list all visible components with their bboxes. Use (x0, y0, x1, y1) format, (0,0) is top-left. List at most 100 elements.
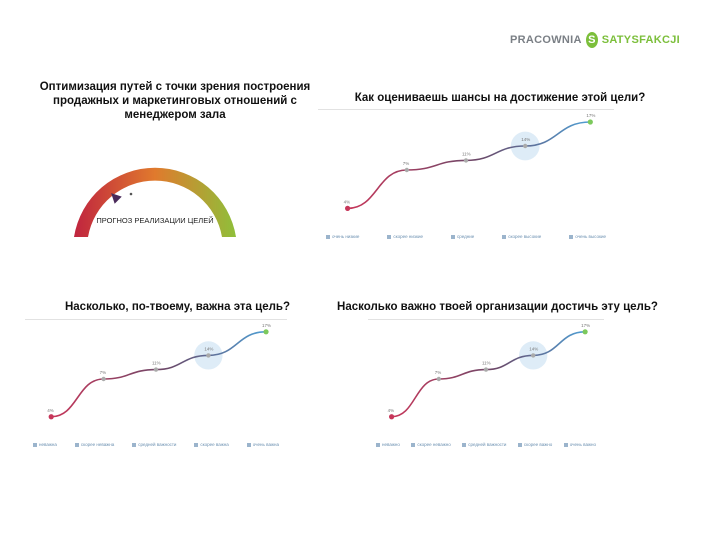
legend-label: неважна (39, 442, 57, 447)
curve-point (153, 367, 159, 372)
legend-label: средние (456, 234, 475, 239)
legend-swatch (569, 234, 574, 239)
curve-point (587, 119, 593, 125)
legend-label: скорее важна (200, 442, 229, 447)
legend-swatch (246, 442, 251, 447)
legend-label: скорее высокие (508, 234, 542, 239)
curve-point (206, 353, 211, 358)
curve-point (582, 329, 588, 335)
legend-label: скорее неважна (80, 442, 115, 447)
curve-point (463, 158, 469, 163)
curve-point-label: 17% (262, 323, 271, 328)
curve-point-label: 14% (204, 346, 213, 351)
curve-line (51, 331, 267, 418)
legend-label: скорее низкие (393, 234, 423, 239)
legend-swatch (411, 442, 416, 447)
legend-label: неважно (382, 442, 400, 447)
legend-swatch (450, 234, 455, 239)
legend-swatch (502, 234, 507, 239)
brand-word-1: PRACOWNIA (510, 34, 582, 46)
gauge-pivot-dot (129, 192, 133, 196)
curve-point (523, 143, 528, 149)
curve-point-label: 14% (521, 137, 530, 142)
curve-point-label: 4% (47, 408, 54, 413)
legend-item: скорее важно (517, 442, 553, 447)
importance-org-title: Насколько важно твоей организации достич… (337, 301, 658, 313)
curve-point (389, 414, 395, 420)
importance-org-curve: 4% 7% 11% 14% 17% (388, 323, 590, 420)
importance-you-title: Насколько, по-твоему, важна эта цель? (64, 301, 291, 313)
legend-item: неважно (376, 442, 400, 447)
legend-swatch (517, 442, 522, 447)
gauge-arc (74, 167, 236, 237)
legend-label: средней важности (468, 442, 507, 447)
legend-item: скорее высокие (502, 234, 541, 239)
legend-item: очень важна (246, 442, 279, 447)
curve-point-label: 7% (100, 370, 107, 375)
legend-item: средней важности (132, 442, 176, 447)
curve-point-label: 4% (388, 408, 395, 413)
legend-label: очень важно (569, 442, 596, 447)
legend-swatch (462, 442, 467, 447)
legend-swatch (387, 234, 392, 239)
legend-item: скорее неважно (411, 442, 451, 447)
legend-swatch (194, 442, 199, 447)
legend-item: скорее низкие (387, 234, 423, 239)
importance-you-legend: неважна скорее неважна средней важности … (25, 442, 287, 447)
brand-word-2: SATYSFAKCJI (601, 34, 680, 46)
curve-point-label: 11% (462, 151, 471, 156)
curve-point-label: 11% (482, 361, 491, 366)
curve-point (483, 367, 489, 372)
legend-item: средние (450, 234, 475, 239)
curve-point-label: 7% (403, 161, 410, 166)
legend-label: очень низкие (332, 234, 360, 239)
curve-point (436, 376, 441, 382)
curve-point-label: 14% (529, 346, 538, 351)
legend-item: очень высокие (569, 234, 606, 239)
legend-swatch (326, 234, 330, 239)
chances-curve: 4% 7% 11% 14% 17% (344, 113, 595, 211)
gauge-zone-mid: средний (143, 142, 168, 150)
legend-item: средней важности (462, 442, 506, 447)
legend-item: скорее важна (194, 442, 229, 447)
curve-line (391, 331, 586, 418)
legend-item: скорее неважна (74, 442, 115, 447)
legend-label: очень высокие (575, 234, 606, 239)
importance-org-panel: 4% 7% 11% 14% 17% неважно скорее неважно сре… (368, 319, 604, 458)
curve-line (347, 121, 591, 210)
legend-label: средней важности (138, 442, 177, 447)
brand-mark-letter: S (588, 33, 596, 46)
legend-item: неважна (33, 442, 57, 447)
curve-point-label: 7% (435, 370, 442, 375)
curve-point-label: 11% (152, 361, 161, 366)
curve-point-label: 4% (344, 199, 351, 204)
chances-title: Как оцениваешь шансы на достижение этой … (354, 92, 646, 104)
importance-org-legend: неважно скорее неважно средней важности … (368, 442, 604, 447)
legend-swatch (74, 442, 79, 447)
curve-point (404, 167, 409, 173)
brand-logo: PRACOWNIA S SATYSFAKCJI (510, 30, 680, 50)
curve-point (263, 329, 269, 335)
legend-swatch (376, 442, 380, 447)
gauge-title: Оптимизация путей с точки зрения построе… (39, 81, 311, 121)
importance-you-curve: 4% 7% 11% 14% 17% (47, 323, 271, 420)
gauge-label: ПРОГНОЗ РЕАЛИЗАЦИИ ЦЕЛЕЙ (96, 216, 214, 225)
chances-panel: 4% 7% 11% 14% 17% очень низкие скорее низкие… (318, 109, 614, 252)
legend-item: очень важно (563, 442, 596, 447)
legend-label: скорее неважно (417, 442, 451, 447)
curve-point-label: 17% (586, 113, 595, 118)
curve-point (48, 414, 54, 420)
curve-point (101, 376, 106, 382)
chances-legend: очень низкие скорее низкие средние скоре… (318, 234, 614, 239)
curve-point-label: 17% (581, 323, 590, 328)
legend-item: очень низкие (326, 234, 359, 239)
brand-mark-icon: S (585, 32, 598, 48)
legend-label: очень важна (252, 442, 279, 447)
legend-label: скорее важно (523, 442, 553, 447)
legend-swatch (33, 442, 37, 447)
importance-you-panel: 4% 7% 11% 14% 17% неважна скорее неважна сре… (25, 319, 287, 458)
legend-swatch (132, 442, 137, 447)
curve-point (531, 353, 536, 358)
curve-point (345, 205, 351, 211)
legend-swatch (563, 442, 568, 447)
